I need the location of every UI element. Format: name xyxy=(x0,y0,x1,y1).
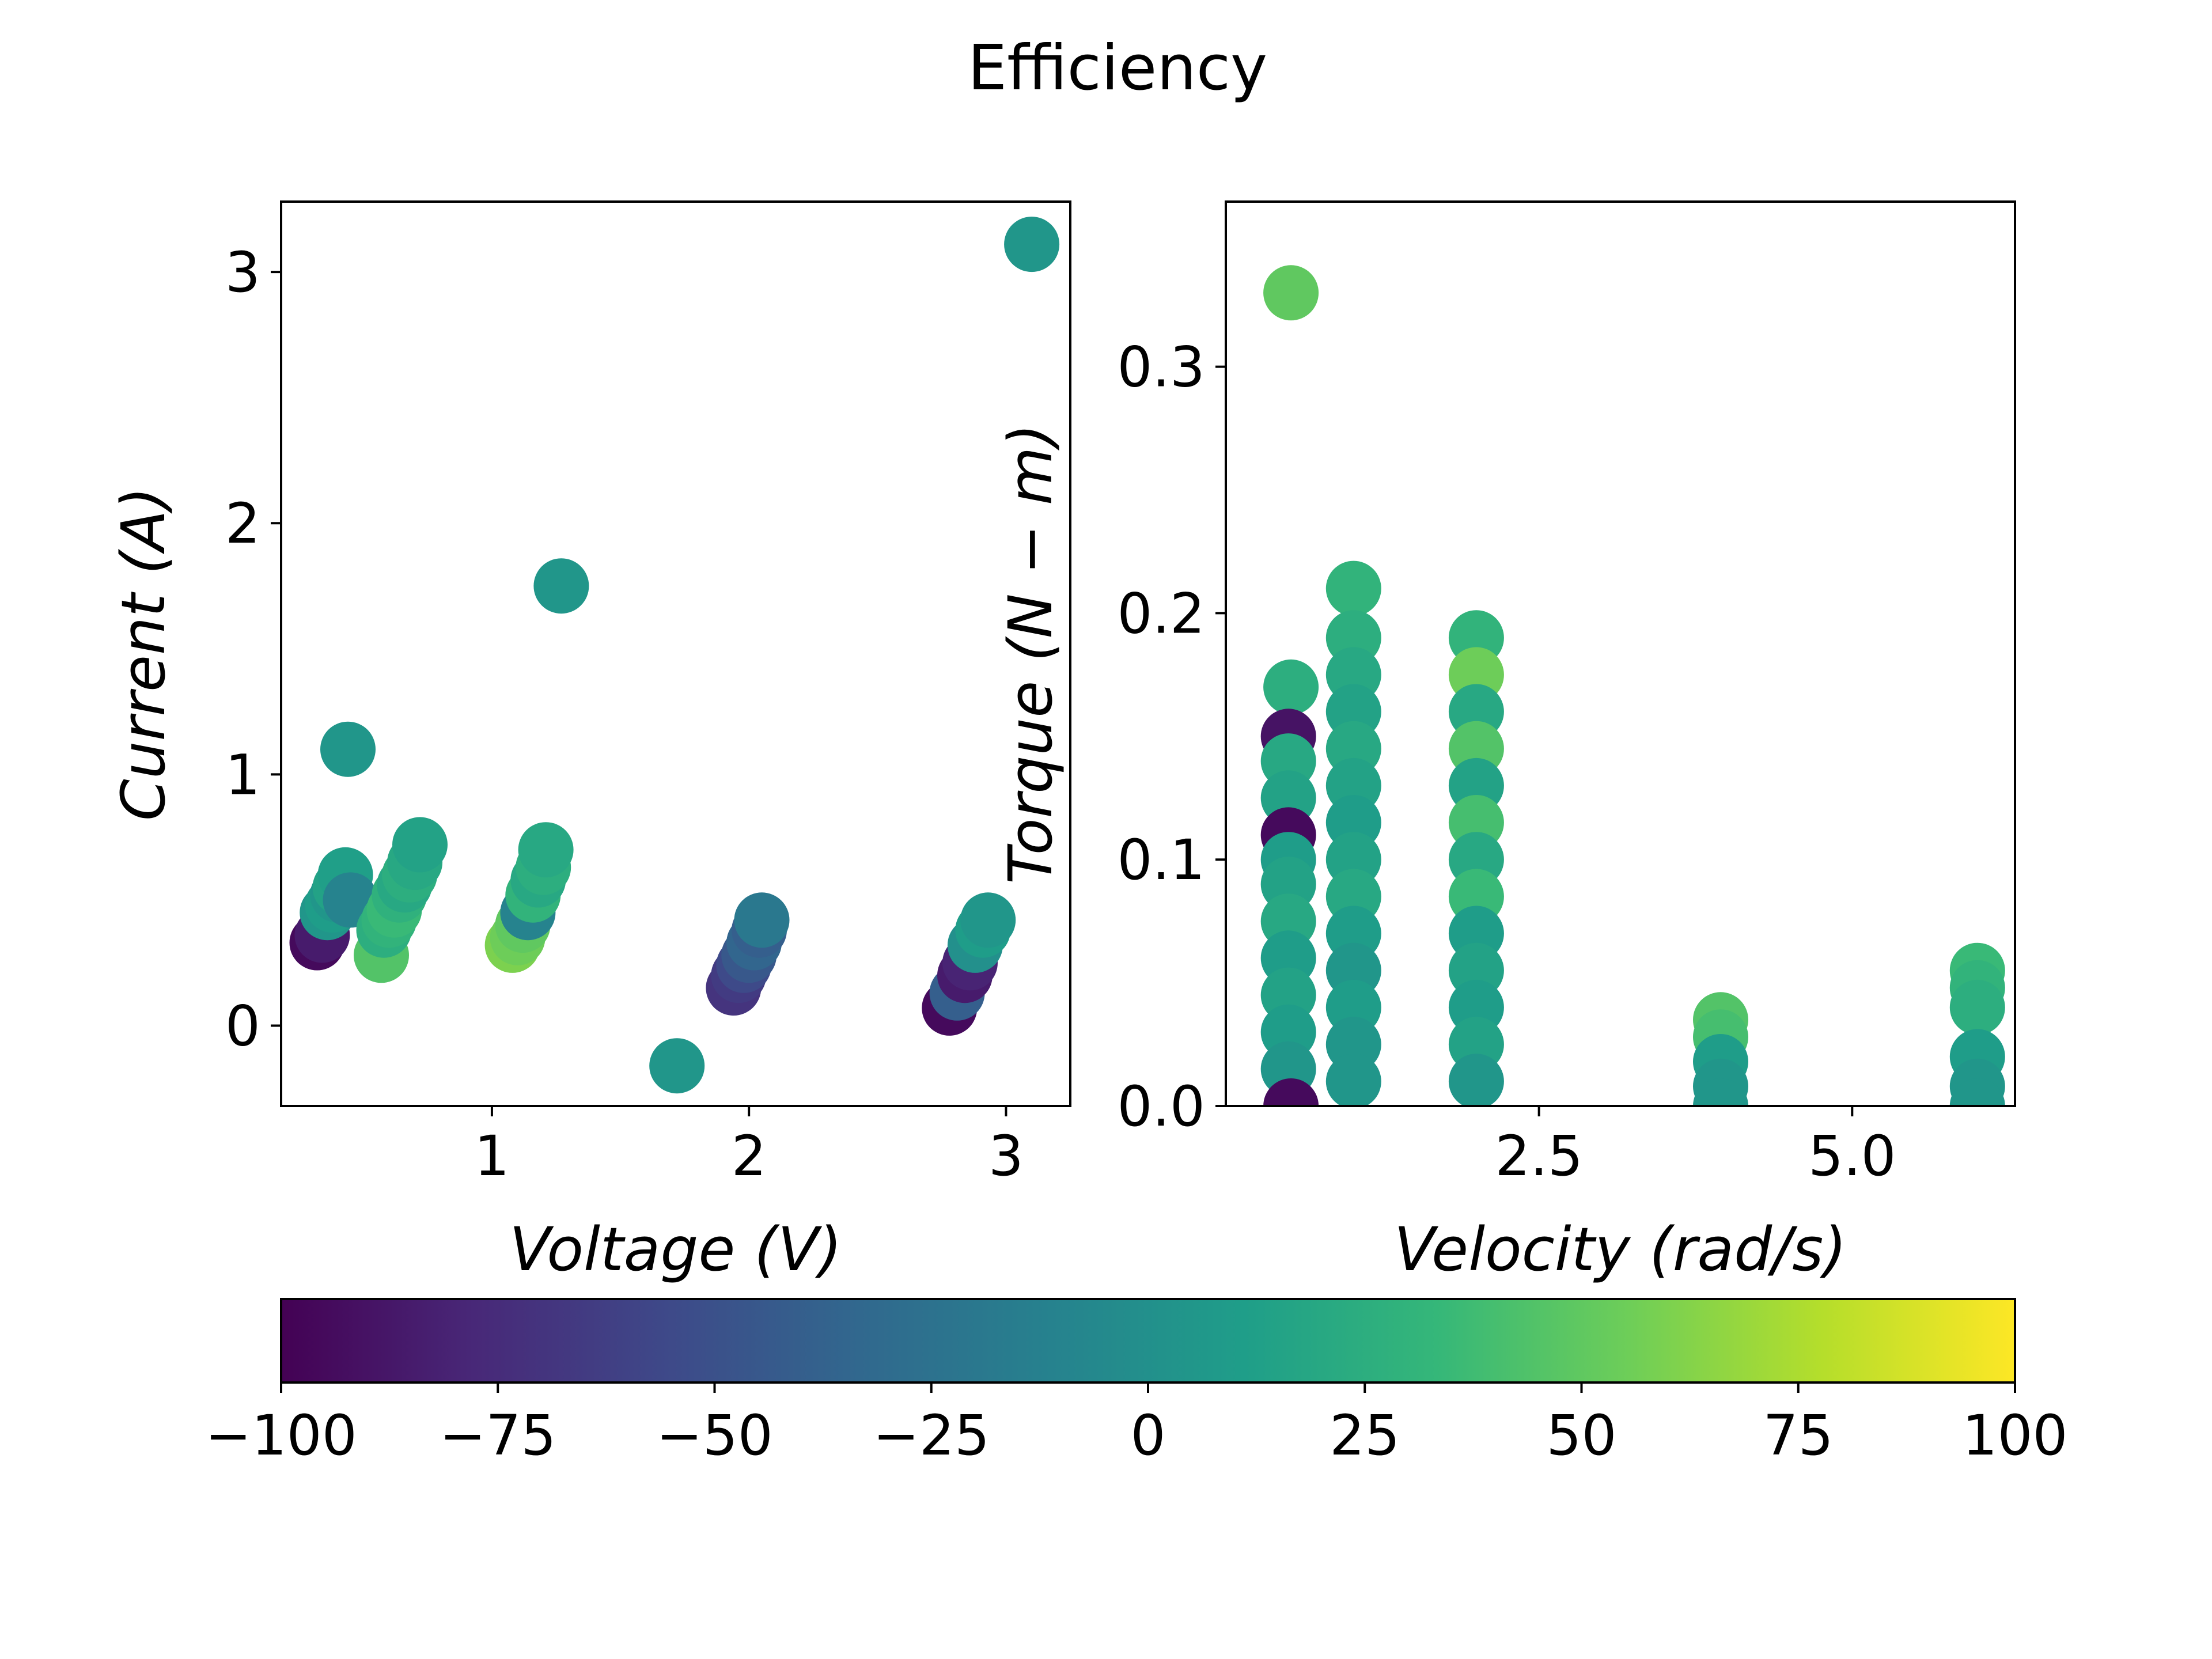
scatter-points xyxy=(1260,265,2005,1106)
x-tick-label: 2.5 xyxy=(1495,1124,1583,1188)
scatter-points xyxy=(289,217,1060,1094)
y-tick-label: 0.3 xyxy=(1117,335,1205,400)
scatter-point xyxy=(960,892,1016,948)
colorbar-tick-label: −100 xyxy=(205,1403,357,1468)
scatter-point xyxy=(1004,217,1060,272)
x-tick-label: 1 xyxy=(474,1124,509,1188)
colorbar-gradient xyxy=(281,1299,2015,1382)
scatter-point xyxy=(1448,1054,1504,1106)
scatter-point xyxy=(649,1038,705,1094)
x-axis-label: Velocity (rad/s) xyxy=(1394,1214,1847,1285)
scatter-point xyxy=(1263,265,1319,321)
scatter-point xyxy=(1263,659,1319,715)
panel-velocity-torque: 2.5 5.0 0.0 0.1 0.2 0.3 Velocity (rad/s) Torque… xyxy=(995,200,2016,1285)
y-axis-label: Torque (N − m) xyxy=(995,423,1066,884)
colorbar-tick-label: 0 xyxy=(1130,1403,1165,1468)
colorbar-tick-label: 75 xyxy=(1763,1403,1834,1468)
y-tick-label: 1 xyxy=(225,743,260,807)
colorbar-tick-label: −50 xyxy=(656,1403,773,1468)
scatter-point xyxy=(1693,1078,1748,1106)
scatter-point xyxy=(392,817,448,873)
y-tick-label: 0.0 xyxy=(1117,1074,1205,1139)
scatter-point xyxy=(1949,1078,2005,1106)
scatter-point xyxy=(734,892,790,948)
y-tick-label: 0.1 xyxy=(1117,828,1205,892)
scatter-point xyxy=(320,721,376,777)
x-axis-label: Voltage (V) xyxy=(509,1214,842,1285)
x-tick-label: 3 xyxy=(988,1124,1024,1188)
y-axis-label: Current (A) xyxy=(108,487,179,821)
axes-frame xyxy=(280,200,1071,1107)
scatter-point xyxy=(1949,979,2005,1035)
colorbar-tick-label: −75 xyxy=(440,1403,556,1468)
x-tick-label: 2 xyxy=(732,1124,767,1188)
y-tick-label: 0 xyxy=(225,994,260,1058)
y-tick-label: 0.2 xyxy=(1117,581,1205,646)
colorbar: −100 −75 −50 −25 0 25 50 75 100 xyxy=(205,1298,2068,1468)
scatter-point xyxy=(518,822,574,878)
colorbar-tick-label: 25 xyxy=(1330,1403,1400,1468)
scatter-point xyxy=(1263,1078,1319,1106)
y-tick-label: 2 xyxy=(225,491,260,556)
scatter-point xyxy=(1325,560,1381,616)
colorbar-tick-label: −25 xyxy=(873,1403,990,1468)
panel-voltage-current: 1 2 3 0 1 2 3 Voltage (V) Current (A) xyxy=(108,200,1071,1285)
axes-frame xyxy=(1225,200,2016,1107)
scatter-point xyxy=(533,558,589,614)
colorbar-tick-label: 100 xyxy=(1962,1403,2067,1468)
x-tick-label: 5.0 xyxy=(1808,1124,1896,1188)
chart-title: Efficiency xyxy=(968,32,1267,104)
colorbar-tick-label: 50 xyxy=(1546,1403,1616,1468)
y-tick-label: 3 xyxy=(225,240,260,305)
scatter-point xyxy=(1325,1054,1381,1106)
